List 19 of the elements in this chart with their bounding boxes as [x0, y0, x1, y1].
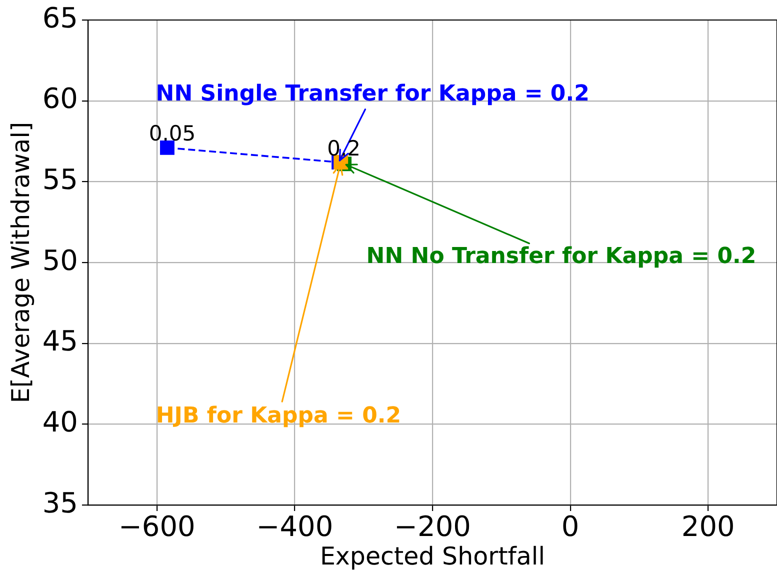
- x-tick-label: −200: [394, 510, 471, 544]
- annotation: NN Single Transfer for Kappa = 0.2: [156, 81, 590, 106]
- y-tick-label: 40: [42, 405, 78, 438]
- x-tick-label: −400: [256, 510, 334, 544]
- y-tick-label: 65: [42, 1, 78, 34]
- x-tick-label: 0: [561, 510, 580, 544]
- y-tick-label: 60: [42, 82, 78, 116]
- x-tick-label: 200: [681, 510, 735, 544]
- y-tick-label: 35: [42, 486, 78, 520]
- x-axis-title: Expected Shortfall: [320, 542, 546, 571]
- annotation: HJB for Kappa = 0.2: [156, 403, 402, 428]
- point: [160, 140, 174, 155]
- y-axis-title: E[Average Withdrawal]: [6, 122, 36, 404]
- y-tick-label: 55: [42, 162, 78, 196]
- annotation: 0.05: [148, 122, 196, 146]
- y-tick-label: 50: [42, 244, 78, 277]
- x-tick-label: −600: [118, 510, 196, 544]
- y-tick-label: 45: [42, 324, 78, 358]
- annotation: NN No Transfer for Kappa = 0.2: [366, 244, 756, 269]
